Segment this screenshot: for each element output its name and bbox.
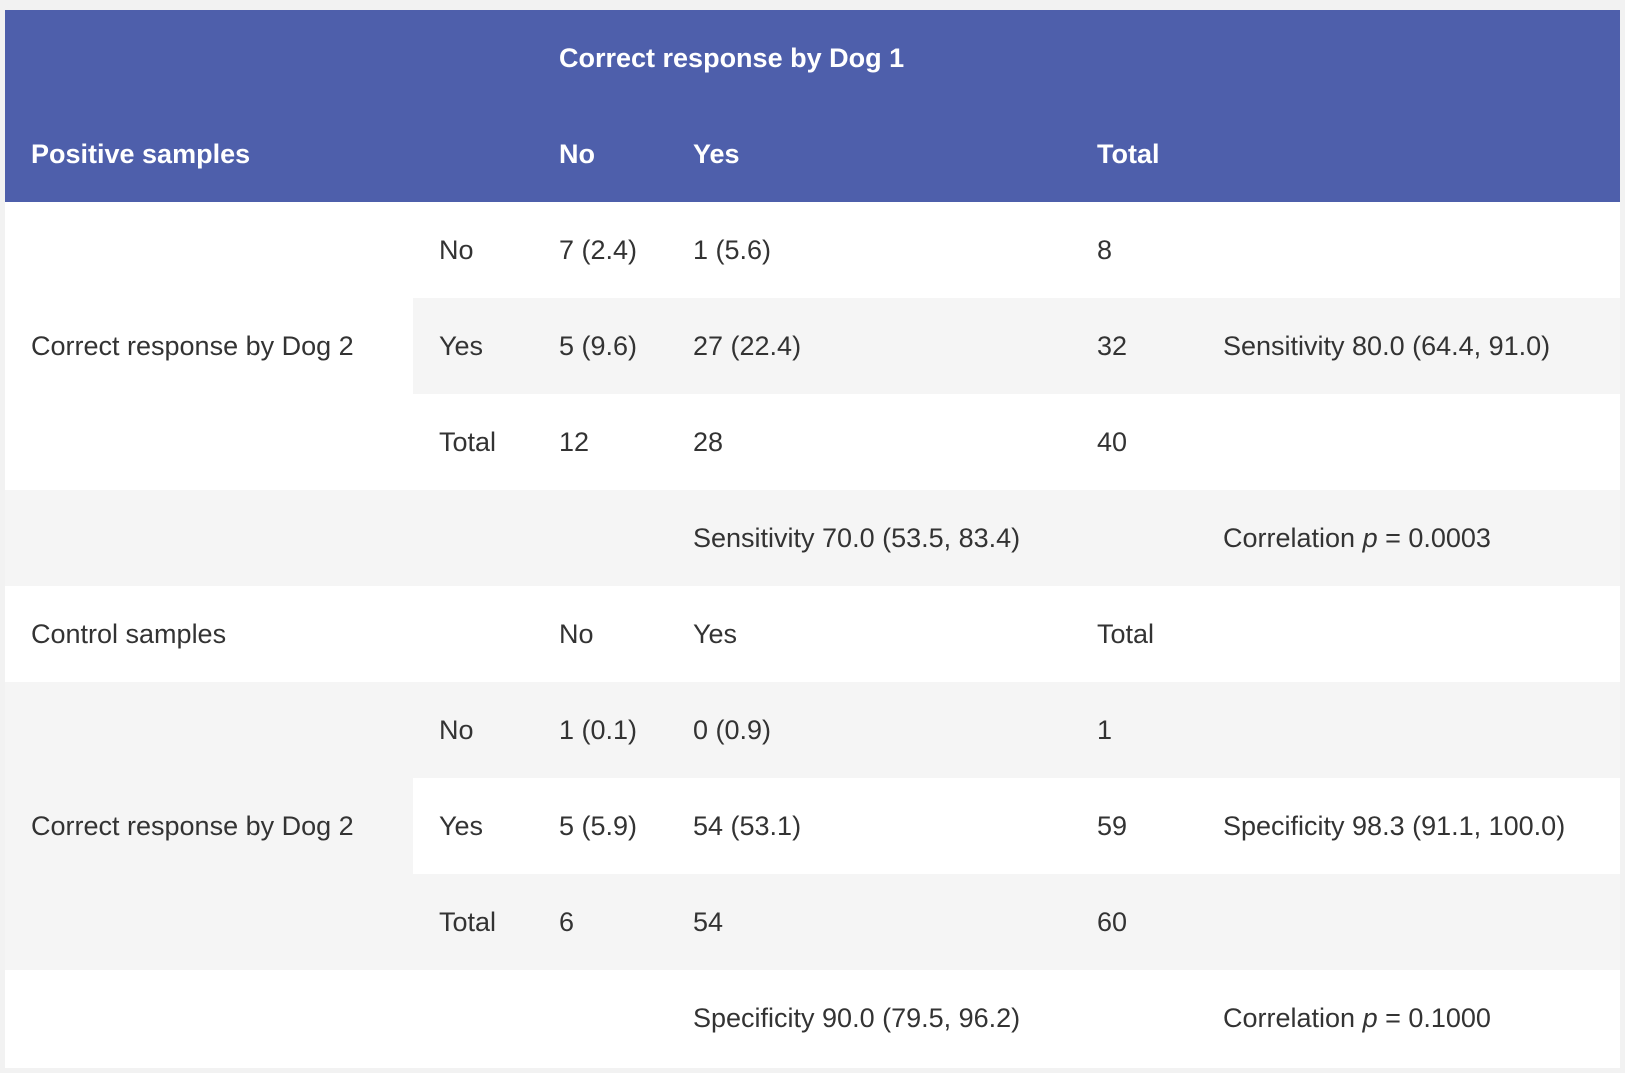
- control-col-no: No: [533, 586, 667, 682]
- cell-total: 40: [1071, 394, 1197, 490]
- cell-no: 5 (9.6): [533, 298, 667, 394]
- cell-total: 1: [1071, 682, 1197, 778]
- cell-total: 59: [1071, 778, 1197, 874]
- row-label: Total: [413, 394, 533, 490]
- cell-note: [1197, 394, 1621, 490]
- cell-note: [1197, 202, 1621, 298]
- summary-sensitivity: Sensitivity 70.0 (53.5, 83.4): [667, 490, 1071, 586]
- contingency-table: Correct response by Dog 1 Positive sampl…: [5, 10, 1621, 1066]
- section-row: Control samples No Yes Total: [5, 586, 1621, 682]
- results-table-container: Correct response by Dog 1 Positive sampl…: [5, 10, 1621, 1068]
- header-row-group: Correct response by Dog 1: [5, 10, 1621, 106]
- cell-note: Specificity 98.3 (91.1, 100.0): [1197, 778, 1621, 874]
- row-label: No: [413, 682, 533, 778]
- summary-row: Specificity 90.0 (79.5, 96.2) Correlatio…: [5, 970, 1621, 1066]
- row-label: Yes: [413, 298, 533, 394]
- control-samples-label: Control samples: [5, 586, 413, 682]
- cell-no: 5 (5.9): [533, 778, 667, 874]
- table-row: Yes 5 (5.9) 54 (53.1) 59 Specificity 98.…: [5, 778, 1621, 874]
- row-label: Yes: [413, 778, 533, 874]
- cell-yes: 28: [667, 394, 1071, 490]
- row-label: Total: [413, 874, 533, 970]
- row-label: No: [413, 202, 533, 298]
- cell-no: 1 (0.1): [533, 682, 667, 778]
- summary-correlation: Correlation p = 0.1000: [1197, 970, 1621, 1066]
- cell-total: 32: [1071, 298, 1197, 394]
- cell-no: 6: [533, 874, 667, 970]
- header-row-columns: Positive samples No Yes Total: [5, 106, 1621, 202]
- col-total-header: Total: [1071, 106, 1197, 202]
- summary-row: Sensitivity 70.0 (53.5, 83.4) Correlatio…: [5, 490, 1621, 586]
- cell-no: 12: [533, 394, 667, 490]
- cell-note: [1197, 682, 1621, 778]
- cell-no: 7 (2.4): [533, 202, 667, 298]
- summary-specificity: Specificity 90.0 (79.5, 96.2): [667, 970, 1071, 1066]
- cell-yes: 1 (5.6): [667, 202, 1071, 298]
- cell-yes: 54: [667, 874, 1071, 970]
- col-no-header: No: [533, 106, 667, 202]
- cell-yes: 54 (53.1): [667, 778, 1071, 874]
- cell-total: 60: [1071, 874, 1197, 970]
- control-col-total: Total: [1071, 586, 1197, 682]
- col-yes-header: Yes: [667, 106, 1071, 202]
- group-header: Correct response by Dog 1: [533, 10, 1621, 106]
- cell-yes: 0 (0.9): [667, 682, 1071, 778]
- table-row: Correct response by Dog 2 No 1 (0.1) 0 (…: [5, 682, 1621, 970]
- control-col-yes: Yes: [667, 586, 1071, 682]
- table-row: Correct response by Dog 2 No 7 (2.4) 1 (…: [5, 202, 1621, 490]
- cell-total: 8: [1071, 202, 1197, 298]
- cell-yes: 27 (22.4): [667, 298, 1071, 394]
- row-group-label: Correct response by Dog 2: [5, 682, 413, 970]
- table-row: Total 6 54 60: [5, 874, 1621, 970]
- row-group-label: Correct response by Dog 2: [5, 202, 413, 490]
- cell-note: Sensitivity 80.0 (64.4, 91.0): [1197, 298, 1621, 394]
- cell-note: [1197, 874, 1621, 970]
- table-row: Yes 5 (9.6) 27 (22.4) 32 Sensitivity 80.…: [5, 298, 1621, 394]
- summary-correlation: Correlation p = 0.0003: [1197, 490, 1621, 586]
- table-row: Total 12 28 40: [5, 394, 1621, 490]
- positive-samples-header: Positive samples: [5, 106, 413, 202]
